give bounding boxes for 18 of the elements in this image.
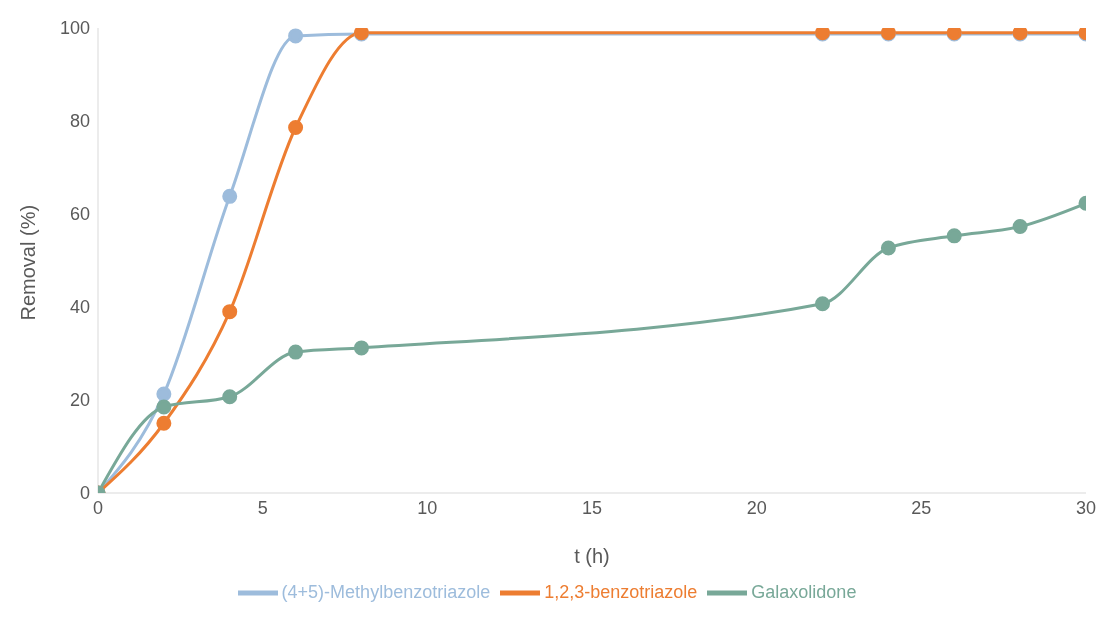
legend-label: Galaxolidone: [751, 581, 857, 602]
y-tick-label: 20: [69, 390, 90, 411]
x-tick-label: 5: [257, 497, 268, 518]
y-tick-label: 0: [79, 483, 90, 504]
y-tick-label: 40: [69, 297, 90, 318]
x-tick-label: 20: [746, 497, 767, 518]
x-tick-label: 25: [911, 497, 932, 518]
legend-label: (4+5)-Methylbenzotriazole: [281, 581, 491, 602]
x-tick-label: 0: [92, 497, 104, 518]
legend-label: 1,2,3-benzotriazole: [544, 581, 698, 602]
y-tick-label: 80: [69, 111, 90, 132]
x-tick-label: 10: [417, 497, 438, 518]
y-tick-label: 60: [69, 204, 90, 225]
x-tick-label: 15: [581, 497, 603, 518]
x-tick-label: 30: [1075, 497, 1097, 518]
y-tick-label: 100: [59, 18, 90, 39]
y-axis-title: Removal (%): [17, 204, 40, 321]
x-axis-title: t (h): [574, 545, 610, 567]
